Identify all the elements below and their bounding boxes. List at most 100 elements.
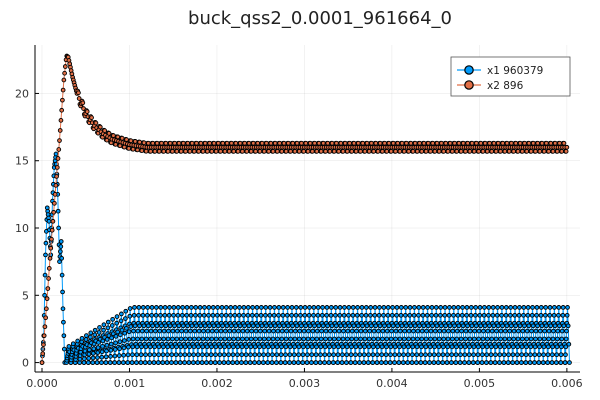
data-point-x1 — [214, 312, 220, 318]
data-point-x1 — [379, 344, 385, 350]
data-point-x1 — [135, 328, 141, 334]
data-point-x1 — [442, 312, 448, 318]
data-point-x1 — [195, 352, 201, 358]
data-point-x1 — [524, 328, 530, 334]
data-point-x1 — [116, 353, 122, 358]
data-point-x1 — [189, 323, 195, 329]
data-point-x1 — [394, 312, 399, 318]
data-point-x1 — [450, 328, 456, 334]
data-point-x1 — [543, 323, 549, 329]
data-point-x1 — [231, 336, 237, 342]
data-point-x1 — [384, 328, 390, 334]
data-point-x1 — [56, 225, 61, 231]
data-point-x2 — [48, 245, 54, 251]
data-point-x1 — [232, 312, 238, 318]
data-point-x1 — [506, 352, 511, 358]
data-point-x1 — [288, 336, 293, 342]
data-point-x1 — [235, 336, 241, 342]
data-point-x1 — [297, 328, 303, 334]
data-point-x1 — [407, 312, 413, 318]
data-point-x1 — [322, 360, 327, 365]
data-point-x1 — [327, 328, 333, 334]
data-point-x1 — [236, 312, 242, 318]
data-point-x1 — [127, 313, 133, 319]
data-point-x1 — [520, 336, 525, 342]
data-point-x1 — [327, 344, 332, 350]
data-point-x1 — [239, 344, 245, 350]
data-point-x2 — [61, 77, 67, 83]
data-point-x1 — [274, 360, 279, 365]
data-point-x2 — [42, 324, 48, 330]
data-point-x1 — [437, 328, 443, 334]
data-point-x1 — [319, 312, 325, 318]
data-point-x1 — [152, 336, 158, 342]
data-point-x1 — [122, 330, 128, 336]
data-point-x2 — [39, 360, 45, 365]
x-tick-label-5: 0.005 — [464, 377, 496, 390]
data-point-x1 — [405, 352, 411, 358]
data-point-x1 — [355, 323, 361, 329]
data-point-x1 — [167, 305, 172, 310]
data-point-x1 — [43, 240, 49, 246]
data-point-x1 — [197, 312, 203, 318]
data-point-x1 — [242, 323, 247, 329]
data-point-x1 — [239, 360, 244, 365]
data-point-x1 — [384, 344, 389, 350]
data-point-x1 — [449, 344, 455, 350]
data-point-x1 — [550, 344, 556, 350]
data-point-x1 — [313, 352, 319, 358]
data-point-x1 — [187, 344, 192, 350]
data-point-x1 — [275, 336, 280, 342]
data-point-x1 — [362, 344, 367, 350]
data-point-x1 — [134, 360, 139, 365]
data-point-x2 — [135, 147, 140, 153]
data-point-x1 — [390, 323, 396, 329]
data-point-x1 — [468, 312, 474, 318]
data-point-x1 — [560, 305, 566, 310]
data-point-x1 — [453, 352, 459, 358]
data-point-x1 — [235, 352, 240, 358]
data-point-x1 — [427, 352, 433, 358]
data-point-x1 — [334, 323, 339, 329]
data-point-x1 — [115, 329, 121, 335]
data-point-x1 — [96, 330, 102, 335]
data-point-x1 — [359, 312, 364, 318]
data-point-x1 — [449, 352, 455, 358]
data-point-x1 — [351, 323, 357, 329]
data-point-x1 — [469, 323, 475, 329]
data-point-x1 — [559, 328, 565, 334]
data-point-x1 — [431, 352, 437, 358]
data-point-x1 — [241, 305, 247, 310]
data-point-x1 — [109, 323, 115, 328]
data-point-x1 — [118, 332, 123, 338]
data-point-x1 — [348, 360, 354, 365]
data-point-x2 — [49, 236, 54, 242]
data-point-x1 — [253, 328, 259, 334]
data-point-x1 — [175, 305, 181, 310]
data-point-x2 — [43, 315, 48, 321]
data-point-x1 — [485, 336, 490, 342]
data-point-x1 — [508, 323, 514, 329]
data-point-x1 — [259, 323, 265, 329]
data-point-x1 — [537, 344, 542, 350]
data-point-x1 — [218, 336, 223, 342]
data-point-x2 — [53, 183, 59, 188]
data-point-x1 — [425, 305, 430, 310]
data-point-x1 — [353, 344, 359, 350]
data-point-x1 — [127, 306, 133, 311]
data-point-x1 — [179, 312, 185, 318]
data-point-x1 — [375, 336, 381, 342]
data-point-x1 — [508, 305, 514, 310]
data-point-x1 — [393, 328, 399, 334]
legend: x1 960379 x2 896 — [450, 56, 571, 97]
data-point-x1 — [537, 328, 543, 334]
data-point-x1 — [105, 319, 111, 325]
data-point-x1 — [158, 312, 163, 318]
data-point-x1 — [186, 352, 192, 358]
data-point-x1 — [177, 360, 183, 365]
data-point-x1 — [113, 333, 119, 339]
data-point-x2 — [137, 139, 143, 145]
data-point-x1 — [267, 305, 273, 310]
data-point-x2 — [47, 255, 53, 261]
data-point-x1 — [205, 336, 210, 342]
